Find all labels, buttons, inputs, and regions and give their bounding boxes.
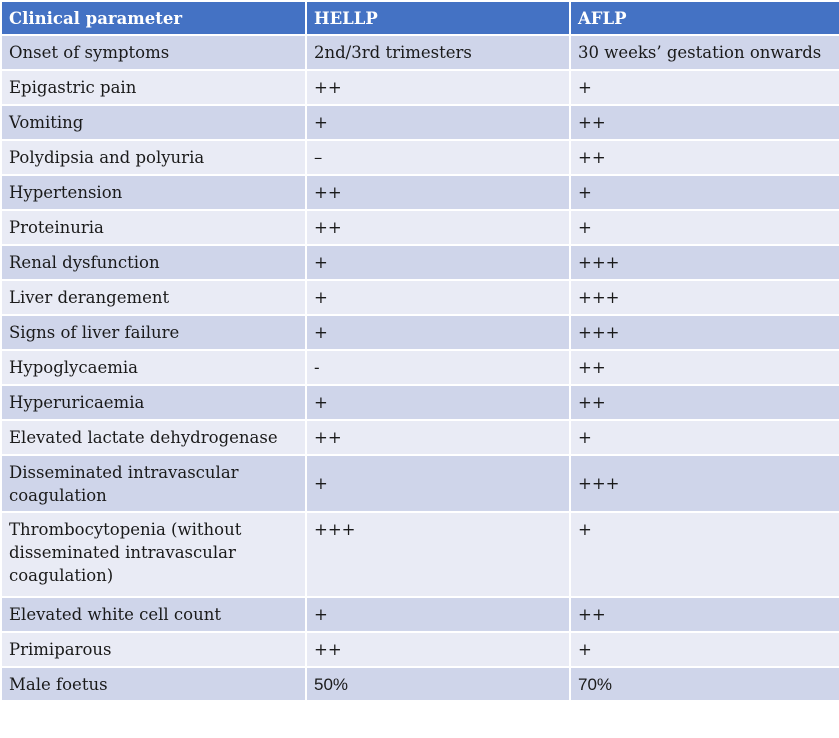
aflp-cell: +++ bbox=[569, 279, 839, 316]
hellp-cell: + bbox=[305, 454, 571, 513]
hellp-cell: + bbox=[305, 244, 571, 281]
hellp-cell: +++ bbox=[305, 511, 571, 598]
hellp-cell: ++ bbox=[305, 174, 571, 211]
parameter-cell: Primiparous bbox=[0, 631, 307, 668]
table-row: Polydipsia and polyuria – ++ bbox=[0, 139, 839, 176]
table-row: Primiparous ++ + bbox=[0, 631, 839, 668]
parameter-cell: Epigastric pain bbox=[0, 69, 307, 106]
table-row: Proteinuria ++ + bbox=[0, 209, 839, 246]
aflp-cell: ++ bbox=[569, 104, 839, 141]
parameter-cell: Proteinuria bbox=[0, 209, 307, 246]
aflp-cell: +++ bbox=[569, 454, 839, 513]
table-row: Elevated lactate dehydrogenase ++ + bbox=[0, 419, 839, 456]
aflp-cell: ++ bbox=[569, 139, 839, 176]
table-row: Hypoglycaemia - ++ bbox=[0, 349, 839, 386]
aflp-cell: + bbox=[569, 69, 839, 106]
aflp-cell: + bbox=[569, 511, 839, 598]
hellp-cell: + bbox=[305, 279, 571, 316]
table-row: Liver derangement + +++ bbox=[0, 279, 839, 316]
parameter-cell: Male foetus bbox=[0, 666, 307, 702]
hellp-cell: 2nd/3rd trimesters bbox=[305, 34, 571, 71]
table-row: Male foetus 50% 70% bbox=[0, 666, 839, 702]
aflp-cell: ++ bbox=[569, 596, 839, 633]
aflp-cell: +++ bbox=[569, 314, 839, 351]
header-hellp: HELLP bbox=[305, 0, 571, 36]
hellp-cell: ++ bbox=[305, 419, 571, 456]
table-row: Renal dysfunction + +++ bbox=[0, 244, 839, 281]
aflp-cell: ++ bbox=[569, 384, 839, 421]
hellp-cell: ++ bbox=[305, 209, 571, 246]
comparison-table: Clinical parameter HELLP AFLP Onset of s… bbox=[0, 0, 839, 702]
table-row: Onset of symptoms 2nd/3rd trimesters 30 … bbox=[0, 34, 839, 71]
table-row: Signs of liver failure + +++ bbox=[0, 314, 839, 351]
parameter-cell: Thrombocytopenia (without disseminated i… bbox=[0, 511, 307, 598]
hellp-cell: + bbox=[305, 104, 571, 141]
parameter-cell: Elevated white cell count bbox=[0, 596, 307, 633]
aflp-cell: 30 weeks’ gestation onwards bbox=[569, 34, 839, 71]
aflp-cell: 70% bbox=[569, 666, 839, 702]
table-row: Hyperuricaemia + ++ bbox=[0, 384, 839, 421]
parameter-cell: Vomiting bbox=[0, 104, 307, 141]
hellp-cell: – bbox=[305, 139, 571, 176]
parameter-cell: Elevated lactate dehydrogenase bbox=[0, 419, 307, 456]
table-row: Elevated white cell count + ++ bbox=[0, 596, 839, 633]
hellp-cell: + bbox=[305, 384, 571, 421]
aflp-cell: + bbox=[569, 631, 839, 668]
table-row: Disseminated intravascular coagulation +… bbox=[0, 454, 839, 513]
aflp-cell: + bbox=[569, 174, 839, 211]
hellp-cell: ++ bbox=[305, 631, 571, 668]
table-row: Hypertension ++ + bbox=[0, 174, 839, 211]
aflp-cell: ++ bbox=[569, 349, 839, 386]
parameter-cell: Hypertension bbox=[0, 174, 307, 211]
parameter-cell: Renal dysfunction bbox=[0, 244, 307, 281]
parameter-cell: Liver derangement bbox=[0, 279, 307, 316]
parameter-cell: Signs of liver failure bbox=[0, 314, 307, 351]
header-parameter: Clinical parameter bbox=[0, 0, 307, 36]
table-row: Vomiting + ++ bbox=[0, 104, 839, 141]
hellp-cell: + bbox=[305, 596, 571, 633]
hellp-cell: ++ bbox=[305, 69, 571, 106]
parameter-cell: Onset of symptoms bbox=[0, 34, 307, 71]
parameter-cell: Disseminated intravascular coagulation bbox=[0, 454, 307, 513]
aflp-cell: +++ bbox=[569, 244, 839, 281]
hellp-cell: + bbox=[305, 314, 571, 351]
table-row: Epigastric pain ++ + bbox=[0, 69, 839, 106]
parameter-cell: Polydipsia and polyuria bbox=[0, 139, 307, 176]
header-row: Clinical parameter HELLP AFLP bbox=[0, 0, 839, 36]
hellp-cell: - bbox=[305, 349, 571, 386]
aflp-cell: + bbox=[569, 209, 839, 246]
hellp-cell: 50% bbox=[305, 666, 571, 702]
parameter-cell: Hypoglycaemia bbox=[0, 349, 307, 386]
aflp-cell: + bbox=[569, 419, 839, 456]
parameter-cell: Hyperuricaemia bbox=[0, 384, 307, 421]
table-row: Thrombocytopenia (without disseminated i… bbox=[0, 511, 839, 598]
header-aflp: AFLP bbox=[569, 0, 839, 36]
